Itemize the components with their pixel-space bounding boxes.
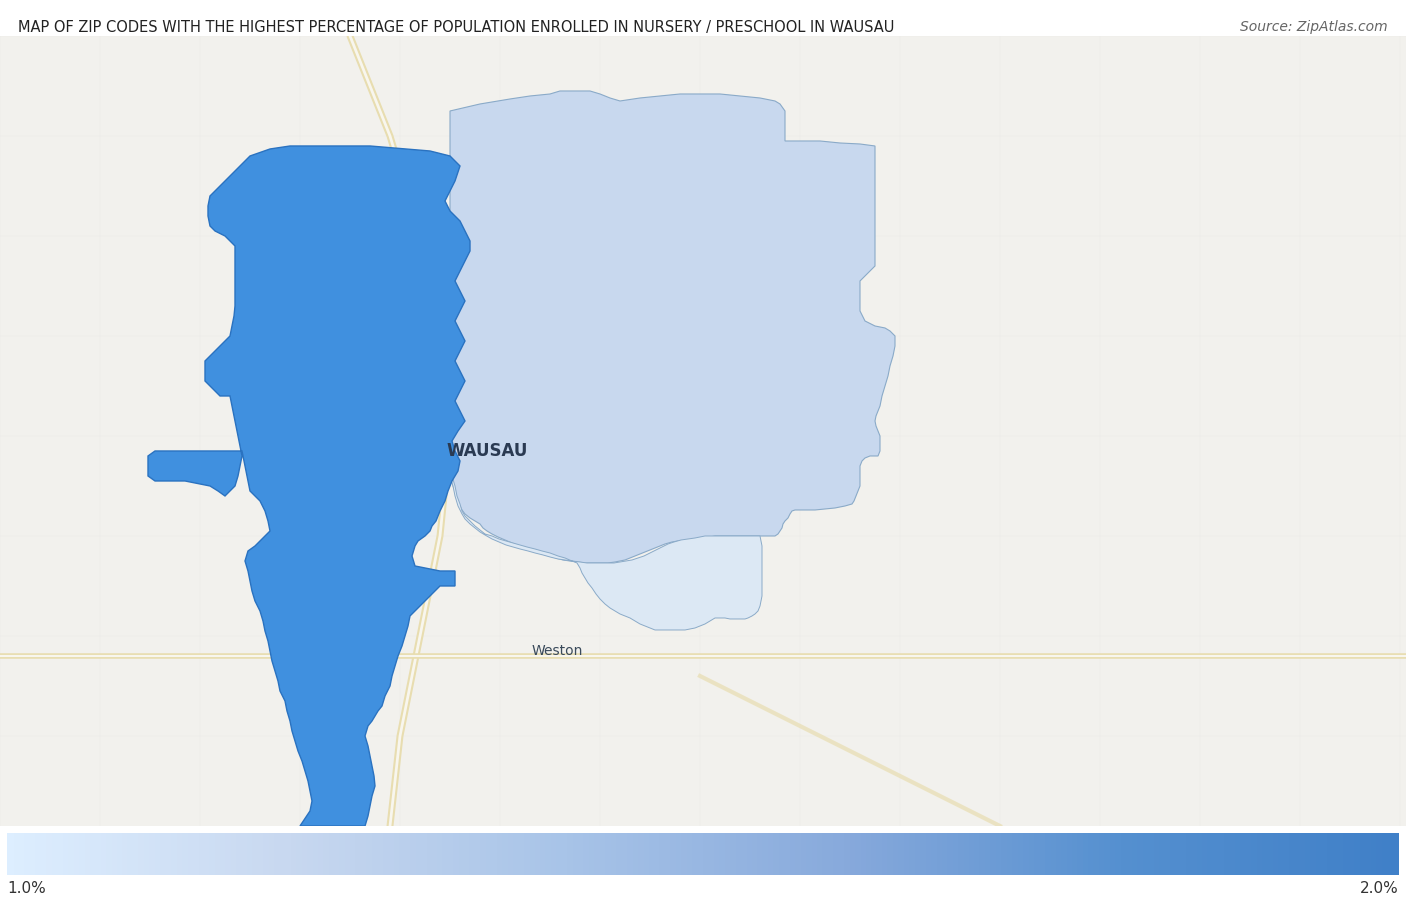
Text: Source: ZipAtlas.com: Source: ZipAtlas.com (1240, 20, 1388, 34)
Text: Weston: Weston (531, 644, 582, 658)
Text: 2.0%: 2.0% (1360, 880, 1399, 895)
Text: MAP OF ZIP CODES WITH THE HIGHEST PERCENTAGE OF POPULATION ENROLLED IN NURSERY /: MAP OF ZIP CODES WITH THE HIGHEST PERCEN… (18, 20, 894, 35)
Polygon shape (148, 146, 470, 826)
Polygon shape (450, 476, 762, 630)
Polygon shape (450, 91, 896, 563)
Text: 1.0%: 1.0% (7, 880, 46, 895)
Text: WAUSAU: WAUSAU (446, 442, 527, 460)
